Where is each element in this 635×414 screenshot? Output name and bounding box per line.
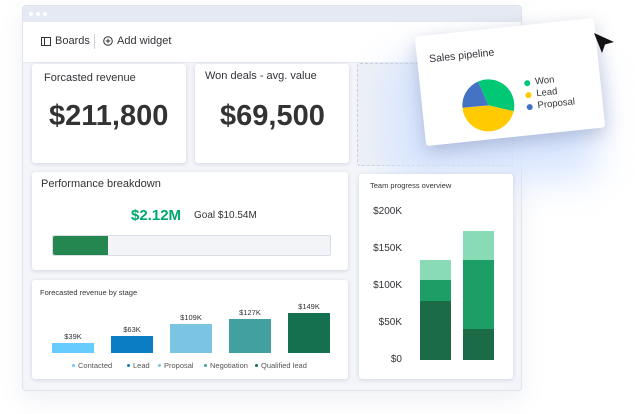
stacked-bar-segment[interactable] [420,280,451,301]
legend-label: Proposal [537,96,576,112]
y-tick-label: $150K [373,243,402,254]
boards-label: Boards [55,35,90,47]
mouse-pointer-icon [594,33,614,53]
window-dot [43,12,47,16]
legend-label: Lead [133,361,150,370]
boards-icon [41,36,51,46]
legend-label: Qualified lead [261,361,307,370]
legend-label: Contacted [78,361,113,370]
stage-legend-item: Proposal [158,361,194,370]
won-deals-card[interactable]: Won deals - avg. value $69,500 [195,64,349,163]
window-dot [29,12,33,16]
pie-slice[interactable] [478,77,515,115]
stage-bar[interactable] [170,323,212,353]
stacked-bar-segment[interactable] [420,260,451,281]
pie-slice[interactable] [460,81,489,108]
pie-slice[interactable] [462,102,515,134]
stage-bar-label: $127K [239,307,261,317]
stage-legend-item: Lead [127,361,150,370]
add-widget-button[interactable]: Add widget [103,35,171,47]
add-widget-label: Add widget [117,35,172,47]
stage-bar[interactable] [52,342,94,353]
legend-dot [72,364,75,367]
stage-bar[interactable] [229,318,271,353]
legend-label: Lead [535,86,558,100]
y-tick-label: $50K [378,317,402,328]
performance-progress-track [52,235,331,256]
card-title: Sales pipeline [428,46,495,66]
stacked-bar-segment[interactable] [420,300,451,360]
sales-pipeline-widget[interactable]: Sales pipeline Won Lead Proposal [414,17,606,147]
team-progress-card[interactable]: Team progress overview $200K $150K $100K $5… [359,174,513,379]
stage-bar-label: $109K [180,312,202,322]
card-title: Won deals - avg. value [205,70,317,82]
revenue-by-stage-card[interactable]: Forecasted revenue by stage $39K $63K $109… [32,280,348,379]
stage-bar[interactable] [111,336,153,353]
card-title: Team progress overview [370,181,452,190]
y-tick-label: $100K [373,280,402,291]
stacked-bar-segment[interactable] [463,230,494,261]
boards-button[interactable]: Boards [41,35,90,47]
won-deals-value: $69,500 [220,100,325,132]
performance-value: $2.12M [131,207,182,224]
legend-dot [525,91,532,98]
stacked-bar-segment[interactable] [463,328,494,360]
legend-dot [204,364,207,367]
forecasted-revenue-value: $211,800 [49,100,169,132]
stage-legend-item: Contacted [72,361,112,370]
stage-bar-chart: $39K $63K $109K $127K $149K Contacted Lead Prop… [32,280,348,379]
legend-dot [523,79,531,87]
toolbar-divider [94,34,95,49]
stage-bar-label: $149K [298,302,320,311]
stage-legend-item: Negotiation [204,361,248,370]
sales-pipeline-pie [460,77,515,134]
card-title: Forcasted revenue [44,72,136,84]
window-dot [36,12,40,16]
legend-dot [255,364,258,367]
legend-label: Won [534,74,555,88]
window-titlebar [23,6,521,22]
card-title: Performance breakdown [41,178,161,190]
y-tick-label: $0 [390,354,402,365]
stage-bar[interactable] [288,313,330,353]
performance-progress-fill [53,236,109,255]
team-stacked-chart: $200K $150K $100K $50K $0 [359,174,513,379]
legend-label: Negotiation [210,361,248,370]
add-circle-icon [103,36,113,46]
performance-goal: Goal $10.54M [194,210,257,221]
performance-breakdown-card[interactable]: Performance breakdown $2.12M Goal $10.54… [32,172,348,270]
y-tick-label: $200K [373,206,402,217]
stage-legend-item: Qualified lead [255,361,307,370]
stage-bar-label: $63K [123,325,141,335]
legend-dot [158,364,161,367]
legend-dot [526,103,533,110]
stacked-bar-segment[interactable] [463,260,494,329]
card-title: Forecasted revenue by stage [40,288,138,297]
legend-dot [127,364,130,367]
stage-bar-label: $39K [64,331,82,341]
legend-label: Proposal [164,361,194,370]
forecasted-revenue-card[interactable]: Forcasted revenue $211,800 [32,64,186,163]
